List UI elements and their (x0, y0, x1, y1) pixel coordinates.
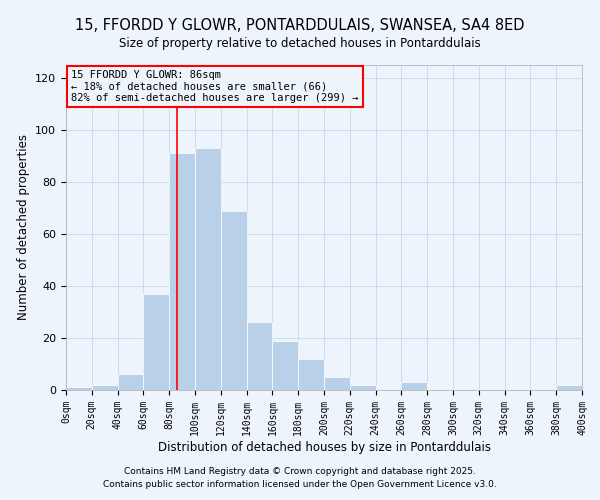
Text: Contains HM Land Registry data © Crown copyright and database right 2025.: Contains HM Land Registry data © Crown c… (124, 467, 476, 476)
Bar (556, 385, 582, 390)
Text: Size of property relative to detached houses in Pontarddulais: Size of property relative to detached ho… (119, 38, 481, 51)
Bar (92, 385, 118, 390)
Text: 15 FFORDD Y GLOWR: 86sqm
← 18% of detached houses are smaller (66)
82% of semi-d: 15 FFORDD Y GLOWR: 86sqm ← 18% of detach… (71, 70, 359, 103)
Bar (247, 322, 272, 390)
X-axis label: Distribution of detached houses by size in Pontarddulais: Distribution of detached houses by size … (157, 440, 491, 454)
Bar (221, 210, 247, 390)
Bar (298, 359, 324, 390)
Text: 15, FFORDD Y GLOWR, PONTARDDULAIS, SWANSEA, SA4 8ED: 15, FFORDD Y GLOWR, PONTARDDULAIS, SWANS… (75, 18, 525, 32)
Y-axis label: Number of detached properties: Number of detached properties (17, 134, 29, 320)
Bar (272, 340, 298, 390)
Text: Contains public sector information licensed under the Open Government Licence v3: Contains public sector information licen… (103, 480, 497, 489)
Bar (66, 388, 92, 390)
Bar (169, 154, 195, 390)
Bar (350, 385, 376, 390)
Bar (324, 377, 350, 390)
Bar (118, 374, 143, 390)
Bar (401, 382, 427, 390)
Bar (195, 148, 221, 390)
Bar (143, 294, 169, 390)
